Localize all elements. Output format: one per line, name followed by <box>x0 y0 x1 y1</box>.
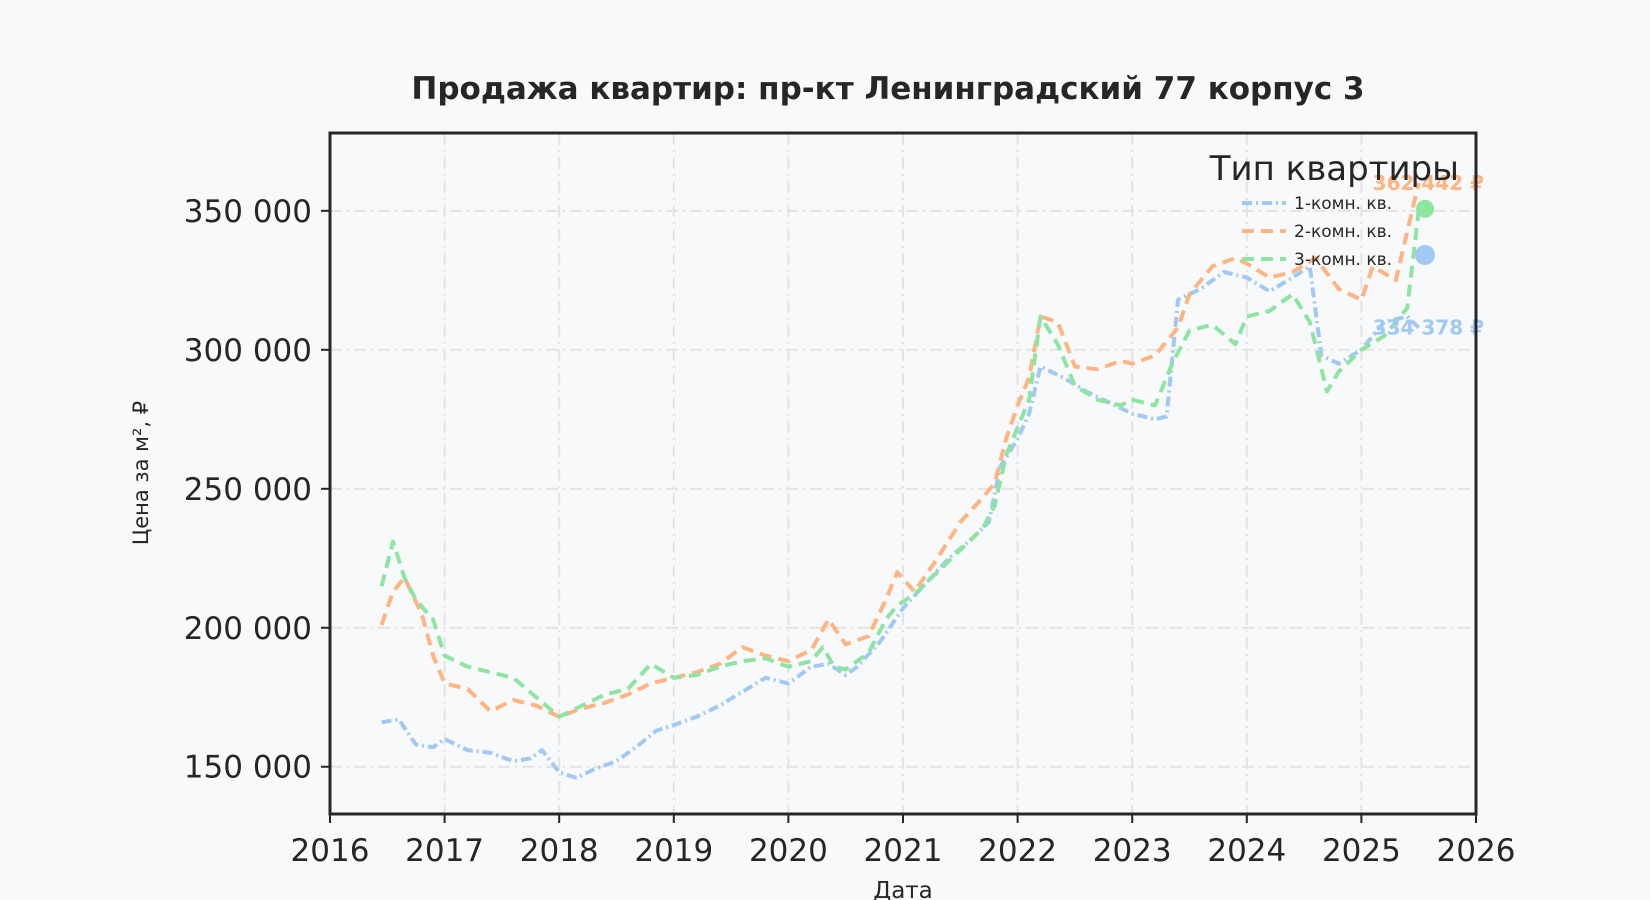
y-tick-label: 200 000 <box>184 611 312 647</box>
legend-label-1: 1-комн. кв. <box>1294 194 1392 214</box>
end-marker-3 <box>1416 199 1434 218</box>
x-tick-label: 2016 <box>291 833 370 869</box>
end-label-1: 334 378 ₽ <box>1373 316 1484 340</box>
x-axis-ticks: 2016 2017 2018 2019 2020 2021 2022 2023 2024 2025… <box>291 814 1516 869</box>
legend: Тип квартиры 1-комн. кв. 2-комн. кв. 3-ком… <box>1209 149 1459 270</box>
end-labels: 334 378 ₽ 362 442 ₽ <box>1373 171 1484 340</box>
x-tick-label: 2020 <box>749 833 828 869</box>
x-tick-label: 2022 <box>978 833 1057 869</box>
x-tick-label: 2024 <box>1207 833 1286 869</box>
x-tick-label: 2017 <box>405 833 484 869</box>
x-tick-label: 2023 <box>1093 833 1172 869</box>
x-tick-label: 2018 <box>520 833 599 869</box>
series-line-3 <box>379 210 1421 719</box>
x-tick-label: 2026 <box>1437 833 1516 869</box>
end-marker-1 <box>1415 245 1435 265</box>
y-tick-label: 350 000 <box>184 194 312 230</box>
x-tick-label: 2019 <box>634 833 713 869</box>
series-lines <box>379 182 1421 780</box>
series-line-2 <box>379 182 1421 719</box>
x-tick-label: 2025 <box>1322 833 1401 869</box>
grid-lines <box>329 133 1477 814</box>
y-tick-label: 250 000 <box>184 472 312 508</box>
x-axis-label: Дата <box>873 878 933 900</box>
legend-items: 1-комн. кв. 2-комн. кв. 3-комн. кв. <box>1242 194 1392 270</box>
y-tick-label: 150 000 <box>184 750 312 786</box>
legend-title: Тип квартиры <box>1209 149 1459 189</box>
series-line-1 <box>381 264 1421 780</box>
chart-title: Продажа квартир: пр-кт Ленинградский 77 … <box>411 71 1364 107</box>
y-axis-ticks: 150 000 200 000 250 000 300 000 350 000 <box>184 194 330 786</box>
x-tick-label: 2021 <box>864 833 943 869</box>
end-label-2: 362 442 ₽ <box>1373 171 1484 195</box>
legend-label-3: 3-комн. кв. <box>1294 250 1392 270</box>
y-tick-label: 300 000 <box>184 333 312 369</box>
y-axis-label: Цена за м², ₽ <box>129 401 153 545</box>
legend-label-2: 2-комн. кв. <box>1294 222 1392 242</box>
